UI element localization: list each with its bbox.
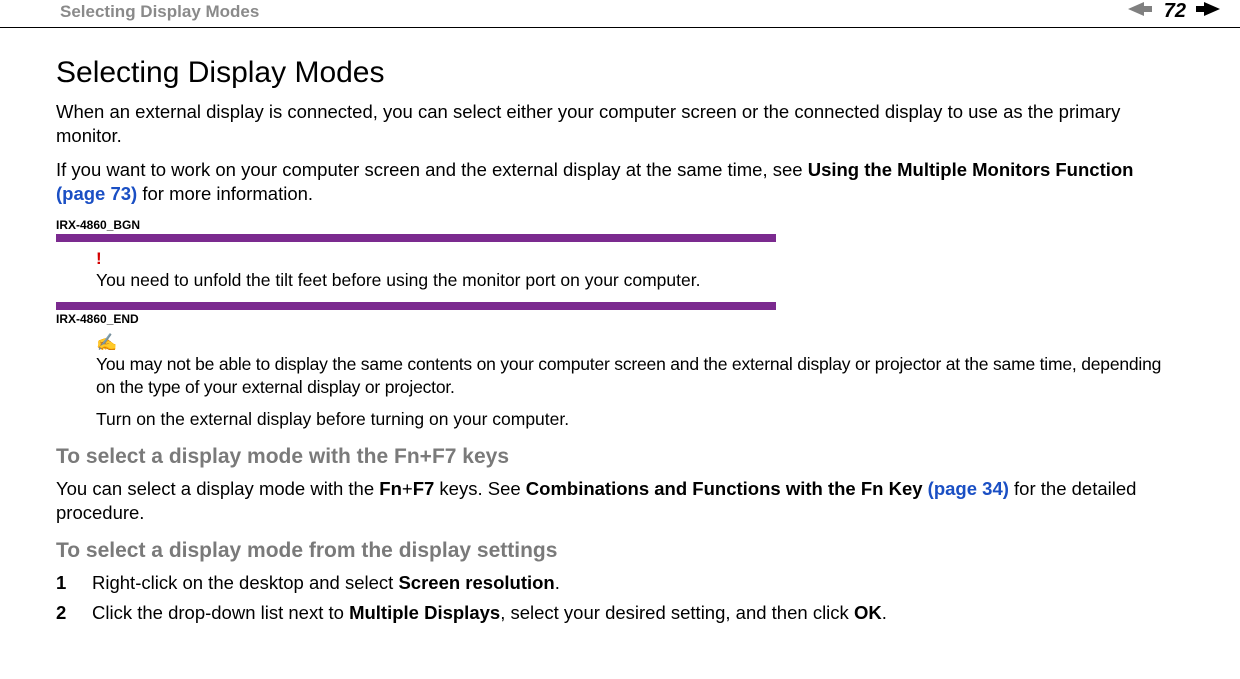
note-text: Turn on the external display before turn… (96, 408, 1184, 431)
page-header: Selecting Display Modes 72 (0, 0, 1240, 28)
text-fragment: + (402, 478, 413, 499)
next-page-icon[interactable] (1192, 0, 1222, 23)
text-fragment: . (882, 602, 887, 623)
warning-icon: ! (96, 250, 1184, 267)
text-fragment: , select your desired setting, and then … (500, 602, 854, 623)
marker-bar (56, 234, 776, 242)
text-bold: Screen resolution (398, 572, 554, 593)
marker-begin-label: IRX-4860_BGN (56, 218, 1184, 232)
note-callout: ✍ You may not be able to display the sam… (56, 334, 1184, 431)
page-number: 72 (1164, 0, 1186, 23)
sub-heading-settings: To select a display mode from the displa… (56, 539, 1184, 563)
text-bold: OK (854, 602, 882, 623)
text-fragment: Click the drop-down list next to (92, 602, 349, 623)
page-link[interactable]: (page 73) (56, 183, 137, 204)
step-item: 1 Right-click on the desktop and select … (56, 571, 1184, 595)
text-fragment: You can select a display mode with the (56, 478, 379, 499)
text-fragment: . (555, 572, 560, 593)
text-fragment: If you want to work on your computer scr… (56, 159, 808, 180)
text-bold: Multiple Displays (349, 602, 500, 623)
step-number: 2 (56, 602, 92, 624)
text-fragment: for more information. (137, 183, 313, 204)
text-bold: Combinations and Functions with the Fn K… (526, 478, 923, 499)
content-area: Selecting Display Modes When an external… (0, 28, 1240, 651)
marker-end-label: IRX-4860_END (56, 312, 1184, 326)
text-fragment: keys. See (434, 478, 526, 499)
step-item: 2 Click the drop-down list next to Multi… (56, 601, 1184, 625)
text-bold: Fn (379, 478, 402, 499)
text-bold: F7 (413, 478, 435, 499)
text-bold: Using the Multiple Monitors Function (808, 159, 1134, 180)
step-text: Click the drop-down list next to Multipl… (92, 601, 887, 625)
note-icon: ✍ (96, 334, 1184, 351)
note-text: You may not be able to display the same … (96, 353, 1184, 399)
paragraph-intro: When an external display is connected, y… (56, 100, 1184, 148)
breadcrumb: Selecting Display Modes (60, 2, 1128, 22)
sub-heading-fn: To select a display mode with the Fn+F7 … (56, 445, 1184, 469)
page-link[interactable]: (page 34) (923, 478, 1009, 499)
steps-list: 1 Right-click on the desktop and select … (56, 571, 1184, 625)
marker-bar (56, 302, 776, 310)
prev-page-icon[interactable] (1128, 0, 1158, 23)
warning-callout: ! You need to unfold the tilt feet befor… (56, 250, 1184, 292)
page-nav: 72 (1128, 0, 1222, 23)
paragraph-crossref: If you want to work on your computer scr… (56, 158, 1184, 206)
step-text: Right-click on the desktop and select Sc… (92, 571, 560, 595)
paragraph-fn: You can select a display mode with the F… (56, 477, 1184, 525)
main-heading: Selecting Display Modes (56, 56, 1184, 90)
text-fragment: Right-click on the desktop and select (92, 572, 398, 593)
step-number: 1 (56, 572, 92, 594)
warning-text: You need to unfold the tilt feet before … (96, 269, 1184, 292)
